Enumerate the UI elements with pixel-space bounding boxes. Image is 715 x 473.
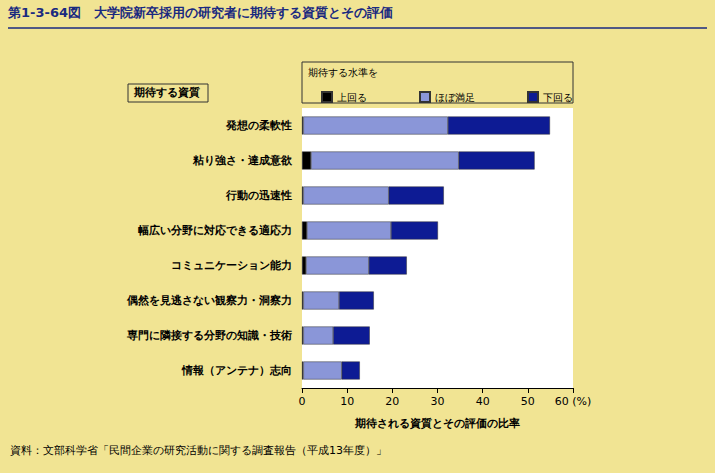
svg-text:10: 10 bbox=[340, 395, 354, 408]
svg-text:発想の柔軟性: 発想の柔軟性 bbox=[225, 119, 292, 132]
svg-text:情報（アンテナ）志向: 情報（アンテナ）志向 bbox=[181, 364, 292, 377]
svg-text:ほぼ満足: ほぼ満足 bbox=[435, 92, 475, 103]
svg-text:専門に隣接する分野の知識・技術: 専門に隣接する分野の知識・技術 bbox=[126, 329, 292, 342]
svg-text:下回る: 下回る bbox=[543, 92, 573, 103]
svg-text:20: 20 bbox=[385, 395, 399, 408]
svg-text:60 (%): 60 (%) bbox=[555, 395, 592, 408]
svg-text:50: 50 bbox=[521, 395, 535, 408]
svg-text:資料：文部科学省「民間企業の研究活動に関する調査報告（平成1: 資料：文部科学省「民間企業の研究活動に関する調査報告（平成13年度）」 bbox=[10, 444, 387, 457]
svg-text:行動の迅速性: 行動の迅速性 bbox=[225, 189, 292, 202]
svg-text:幅広い分野に対応できる適応力: 幅広い分野に対応できる適応力 bbox=[138, 224, 292, 237]
svg-text:期待する水準を: 期待する水準を bbox=[308, 67, 378, 78]
svg-text:0: 0 bbox=[299, 395, 306, 408]
svg-text:40: 40 bbox=[476, 395, 490, 408]
svg-text:偶然を見逃さない観察力・洞察力: 偶然を見逃さない観察力・洞察力 bbox=[126, 294, 292, 307]
svg-text:30: 30 bbox=[431, 395, 445, 408]
svg-text:粘り強さ・達成意欲: 粘り強さ・達成意欲 bbox=[192, 154, 293, 167]
svg-text:期待する資質: 期待する資質 bbox=[133, 86, 200, 99]
svg-text:期待される資質とその評価の比率: 期待される資質とその評価の比率 bbox=[354, 417, 520, 430]
svg-text:第1-3-64図 大学院新卒採用の研究者に期待する資質とその: 第1-3-64図 大学院新卒採用の研究者に期待する資質とその評価 bbox=[7, 5, 393, 20]
svg-text:コミュニケーション能力: コミュニケーション能力 bbox=[171, 259, 292, 272]
svg-text:上回る: 上回る bbox=[337, 92, 367, 103]
